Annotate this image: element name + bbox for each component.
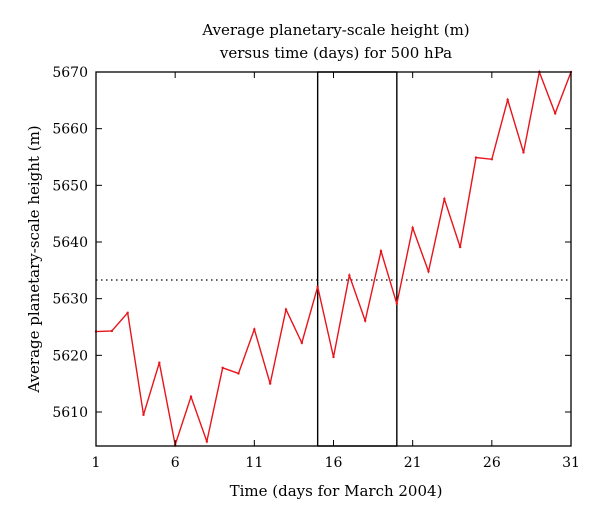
highlight-box-layer — [316, 71, 398, 447]
data-point — [490, 158, 494, 161]
chart-title-line-2: versus time (days) for 500 hPa — [219, 44, 452, 62]
data-point — [395, 302, 399, 305]
x-tick-label: 1 — [92, 455, 101, 471]
data-point — [253, 328, 256, 331]
data-point — [284, 308, 288, 311]
data-point — [221, 366, 224, 369]
data-point — [458, 245, 462, 249]
highlight-box — [316, 71, 398, 447]
x-tick-label: 26 — [483, 455, 501, 471]
data-point — [363, 319, 367, 322]
y-tick-label: 5620 — [52, 348, 88, 364]
data-point — [237, 372, 240, 375]
x-tick-label: 21 — [404, 455, 422, 471]
y-tick-label: 5650 — [52, 178, 88, 194]
data-point — [348, 274, 351, 277]
data-point — [189, 395, 193, 398]
data-point — [268, 382, 272, 385]
data-point — [332, 355, 335, 359]
y-axis-label: Average planetary-scale height (m) — [25, 125, 43, 393]
chart-title-line-1: Average planetary-scale height (m) — [201, 21, 469, 39]
data-point — [379, 249, 383, 253]
y-tick-label: 5630 — [52, 292, 88, 308]
x-tick-label: 11 — [245, 455, 263, 471]
data-point — [427, 270, 430, 273]
x-tick-label: 16 — [325, 455, 343, 471]
series-line-0 — [95, 69, 572, 448]
x-tick-label: 31 — [562, 455, 580, 471]
x-axis-label: Time (days for March 2004) — [230, 482, 443, 500]
data-point — [300, 341, 304, 345]
x-tick-label: 6 — [171, 455, 180, 471]
data-point — [522, 151, 525, 154]
data-point — [110, 329, 114, 333]
data-point — [126, 311, 129, 315]
data-point — [411, 226, 414, 230]
y-tick-label: 5670 — [52, 65, 88, 81]
data-point — [316, 285, 319, 288]
data-point — [443, 197, 446, 201]
data-point — [142, 413, 145, 417]
y-tick-label: 5660 — [52, 122, 88, 138]
series-layer — [94, 69, 573, 448]
data-point — [474, 156, 478, 159]
data-point — [205, 440, 209, 443]
data-point — [158, 361, 161, 364]
data-point — [506, 98, 509, 101]
y-tick-label: 5610 — [52, 405, 88, 421]
data-point — [553, 112, 557, 115]
y-tick-label: 5640 — [52, 235, 88, 251]
